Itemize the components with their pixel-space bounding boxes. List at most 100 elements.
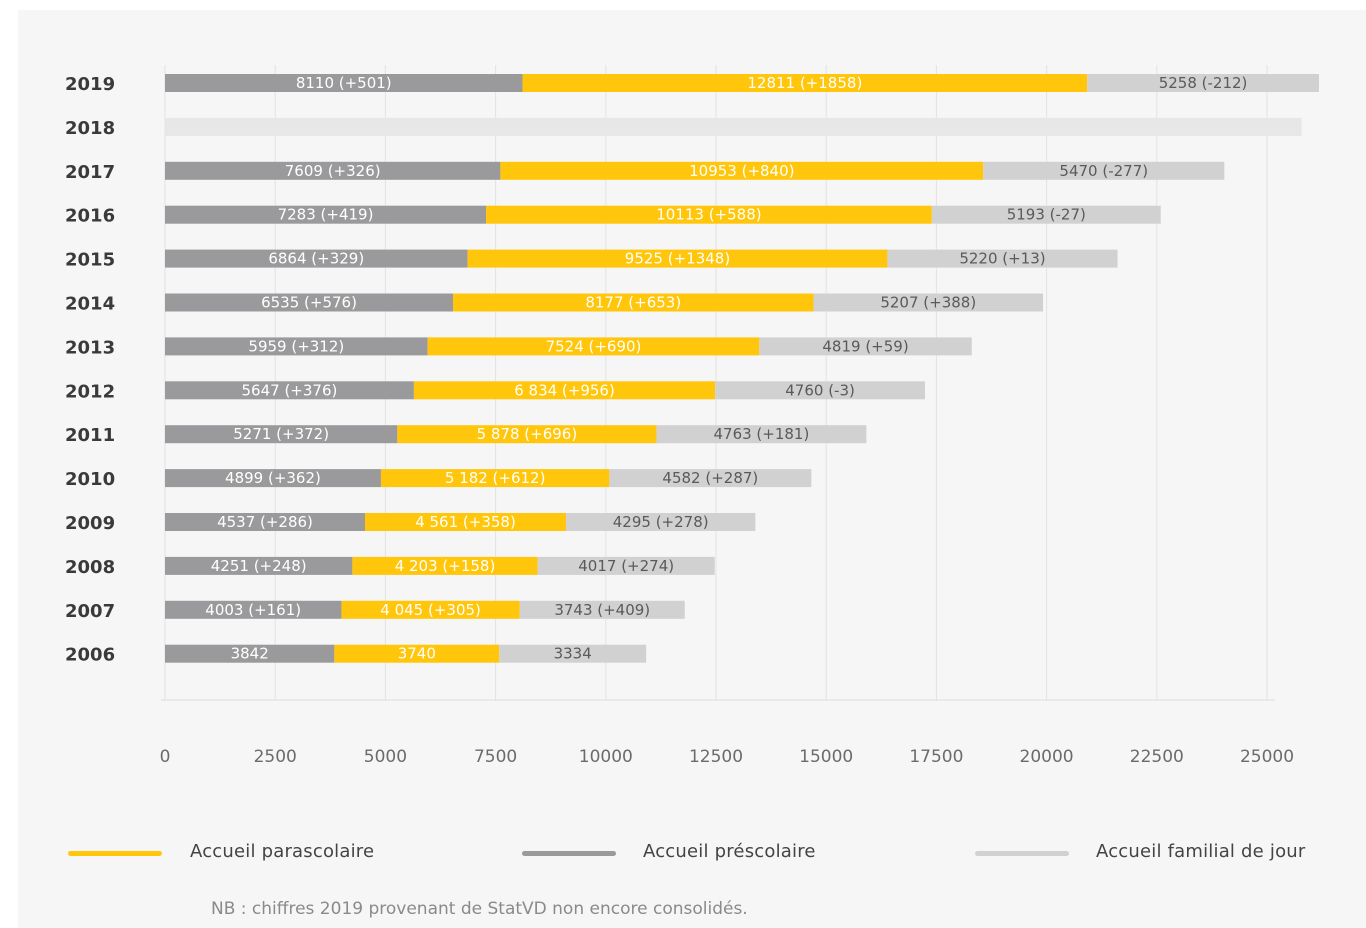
year-label-2016: 2016 xyxy=(65,206,115,227)
data-label-accueil-familial-de-jour-2010: 4582 (+287) xyxy=(662,469,758,487)
bar-accueil-prescolaire-2007 xyxy=(165,600,342,619)
data-label-accueil-familial-de-jour-2006: 3334 xyxy=(554,645,592,663)
data-label-accueil-prescolaire-2009: 4537 (+286) xyxy=(217,513,313,531)
year-label-2013: 2013 xyxy=(65,337,115,358)
data-label-accueil-parascolaire-2016: 10113 (+588) xyxy=(656,206,761,224)
data-label-accueil-prescolaire-2015: 6864 (+329) xyxy=(268,250,364,268)
bar-accueil-prescolaire-2019 xyxy=(165,74,523,92)
data-label-accueil-parascolaire-2017: 10953 (+840) xyxy=(689,162,794,180)
legend-label-prescolaire: Accueil préscolaire xyxy=(643,841,816,862)
data-label-accueil-parascolaire-2015: 9525 (+1348) xyxy=(625,250,730,268)
data-label-accueil-parascolaire-2008: 4 203 (+158) xyxy=(395,557,496,575)
data-label-accueil-familial-de-jour-2011: 4763 (+181) xyxy=(713,425,809,443)
data-label-accueil-parascolaire-2014: 8177 (+653) xyxy=(585,294,681,312)
bar-accueil-familial-de-jour-2013 xyxy=(759,337,972,356)
x-tick-label-10000: 10000 xyxy=(579,747,633,767)
bar-accueil-familial-de-jour-2017 xyxy=(983,161,1225,180)
data-label-accueil-familial-de-jour-2014: 5207 (+388) xyxy=(880,294,976,312)
year-label-2014: 2014 xyxy=(65,294,115,315)
bar-accueil-familial-de-jour-2019 xyxy=(1087,74,1319,92)
year-label-2007: 2007 xyxy=(65,601,115,622)
x-tick-label-15000: 15000 xyxy=(799,747,853,767)
bar-accueil-parascolaire-2011 xyxy=(397,425,657,444)
stacked-bar-chart: 0 2500 5000 7500 10000 12500 15000 17500 20000 22… xyxy=(65,65,1319,767)
data-label-accueil-parascolaire-2013: 7524 (+690) xyxy=(546,337,642,355)
chart-panel: 0 2500 5000 7500 10000 12500 15000 17500 20000 22… xyxy=(18,10,1366,928)
data-label-accueil-familial-de-jour-2015: 5220 (+13) xyxy=(959,250,1045,268)
bar-accueil-parascolaire-2014 xyxy=(453,293,814,312)
year-label-2015: 2015 xyxy=(65,250,115,271)
year-label-2018: 2018 xyxy=(65,118,115,139)
legend-label-familial: Accueil familial de jour xyxy=(1096,841,1306,862)
bar-accueil-parascolaire-2012 xyxy=(413,381,716,400)
bar-accueil-familial-de-jour-2008 xyxy=(537,556,715,575)
bar-accueil-prescolaire-2006 xyxy=(165,644,335,663)
data-label-accueil-parascolaire-2006: 3740 xyxy=(398,645,436,663)
year-label-2012: 2012 xyxy=(65,381,115,402)
data-label-accueil-parascolaire-2019: 12811 (+1858) xyxy=(747,74,862,92)
x-tick-label-20000: 20000 xyxy=(1020,747,1074,767)
year-label-2010: 2010 xyxy=(65,469,115,490)
year-label-2009: 2009 xyxy=(65,513,115,534)
year-label-2011: 2011 xyxy=(65,425,115,446)
x-tick-label-2500: 2500 xyxy=(254,747,297,767)
x-tick-label-22500: 22500 xyxy=(1130,747,1184,767)
data-label-accueil-familial-de-jour-2016: 5193 (-27) xyxy=(1007,206,1086,224)
data-label-accueil-familial-de-jour-2007: 3743 (+409) xyxy=(554,601,650,619)
year-label-2017: 2017 xyxy=(65,162,115,183)
bar-accueil-parascolaire-2019 xyxy=(522,74,1088,92)
bar-accueil-prescolaire-2008 xyxy=(165,556,353,575)
data-label-accueil-prescolaire-2010: 4899 (+362) xyxy=(225,469,321,487)
bar-accueil-familial-de-jour-2012 xyxy=(715,381,925,400)
bar-accueil-familial-de-jour-2007 xyxy=(519,600,685,619)
bar-accueil-familial-de-jour-2010 xyxy=(609,469,812,488)
bar-accueil-parascolaire-2017 xyxy=(500,161,984,180)
data-label-accueil-prescolaire-2008: 4251 (+248) xyxy=(211,557,307,575)
x-tick-label-12500: 12500 xyxy=(689,747,743,767)
legend-swatch-prescolaire xyxy=(522,851,616,856)
data-label-accueil-familial-de-jour-2019: 5258 (-212) xyxy=(1159,74,1248,92)
bar-accueil-parascolaire-2010 xyxy=(380,469,610,488)
data-label-accueil-parascolaire-2012: 6 834 (+956) xyxy=(514,381,615,399)
bar-placeholder-2018 xyxy=(165,117,1302,136)
x-tick-label-17500: 17500 xyxy=(909,747,963,767)
data-label-accueil-prescolaire-2016: 7283 (+419) xyxy=(278,206,374,224)
bar-accueil-parascolaire-2015 xyxy=(467,249,888,268)
x-tick-label-25000: 25000 xyxy=(1240,747,1294,767)
data-label-accueil-prescolaire-2007: 4003 (+161) xyxy=(205,601,301,619)
year-label-2008: 2008 xyxy=(65,557,115,578)
footnote: NB : chiffres 2019 provenant de StatVD n… xyxy=(211,899,748,919)
bar-accueil-familial-de-jour-2009 xyxy=(566,513,756,531)
x-tick-label-7500: 7500 xyxy=(474,747,517,767)
bar-accueil-prescolaire-2010 xyxy=(165,469,381,488)
data-label-accueil-prescolaire-2011: 5271 (+372) xyxy=(233,425,329,443)
legend-swatch-parascolaire xyxy=(68,851,162,856)
bar-accueil-familial-de-jour-2014 xyxy=(813,293,1044,312)
bar-accueil-prescolaire-2017 xyxy=(165,161,501,180)
data-label-accueil-parascolaire-2010: 5 182 (+612) xyxy=(445,469,546,487)
data-label-accueil-prescolaire-2012: 5647 (+376) xyxy=(242,381,338,399)
bar-accueil-parascolaire-2013 xyxy=(427,337,760,356)
data-label-accueil-familial-de-jour-2009: 4295 (+278) xyxy=(613,513,709,531)
data-label-accueil-prescolaire-2006: 3842 xyxy=(231,645,269,663)
bar-accueil-familial-de-jour-2011 xyxy=(656,425,867,444)
x-tick-label-5000: 5000 xyxy=(364,747,407,767)
bar-accueil-parascolaire-2007 xyxy=(341,600,520,619)
data-label-accueil-prescolaire-2017: 7609 (+326) xyxy=(285,162,381,180)
bar-accueil-prescolaire-2014 xyxy=(165,293,454,312)
data-label-accueil-prescolaire-2013: 5959 (+312) xyxy=(248,337,344,355)
bar-accueil-familial-de-jour-2006 xyxy=(499,644,647,663)
data-label-accueil-familial-de-jour-2017: 5470 (-277) xyxy=(1059,162,1148,180)
bar-accueil-prescolaire-2015 xyxy=(165,249,468,268)
data-label-accueil-familial-de-jour-2008: 4017 (+274) xyxy=(578,557,674,575)
bar-accueil-prescolaire-2013 xyxy=(165,337,428,356)
data-label-accueil-familial-de-jour-2012: 4760 (-3) xyxy=(785,381,855,399)
bar-accueil-parascolaire-2009 xyxy=(364,513,567,531)
legend-label-parascolaire: Accueil parascolaire xyxy=(190,841,375,862)
year-label-2006: 2006 xyxy=(65,645,115,666)
bar-accueil-parascolaire-2016 xyxy=(486,205,932,224)
bar-accueil-prescolaire-2012 xyxy=(165,381,414,400)
data-label-accueil-parascolaire-2009: 4 561 (+358) xyxy=(415,513,516,531)
year-label-2019: 2019 xyxy=(65,74,115,95)
data-label-accueil-familial-de-jour-2013: 4819 (+59) xyxy=(822,337,908,355)
